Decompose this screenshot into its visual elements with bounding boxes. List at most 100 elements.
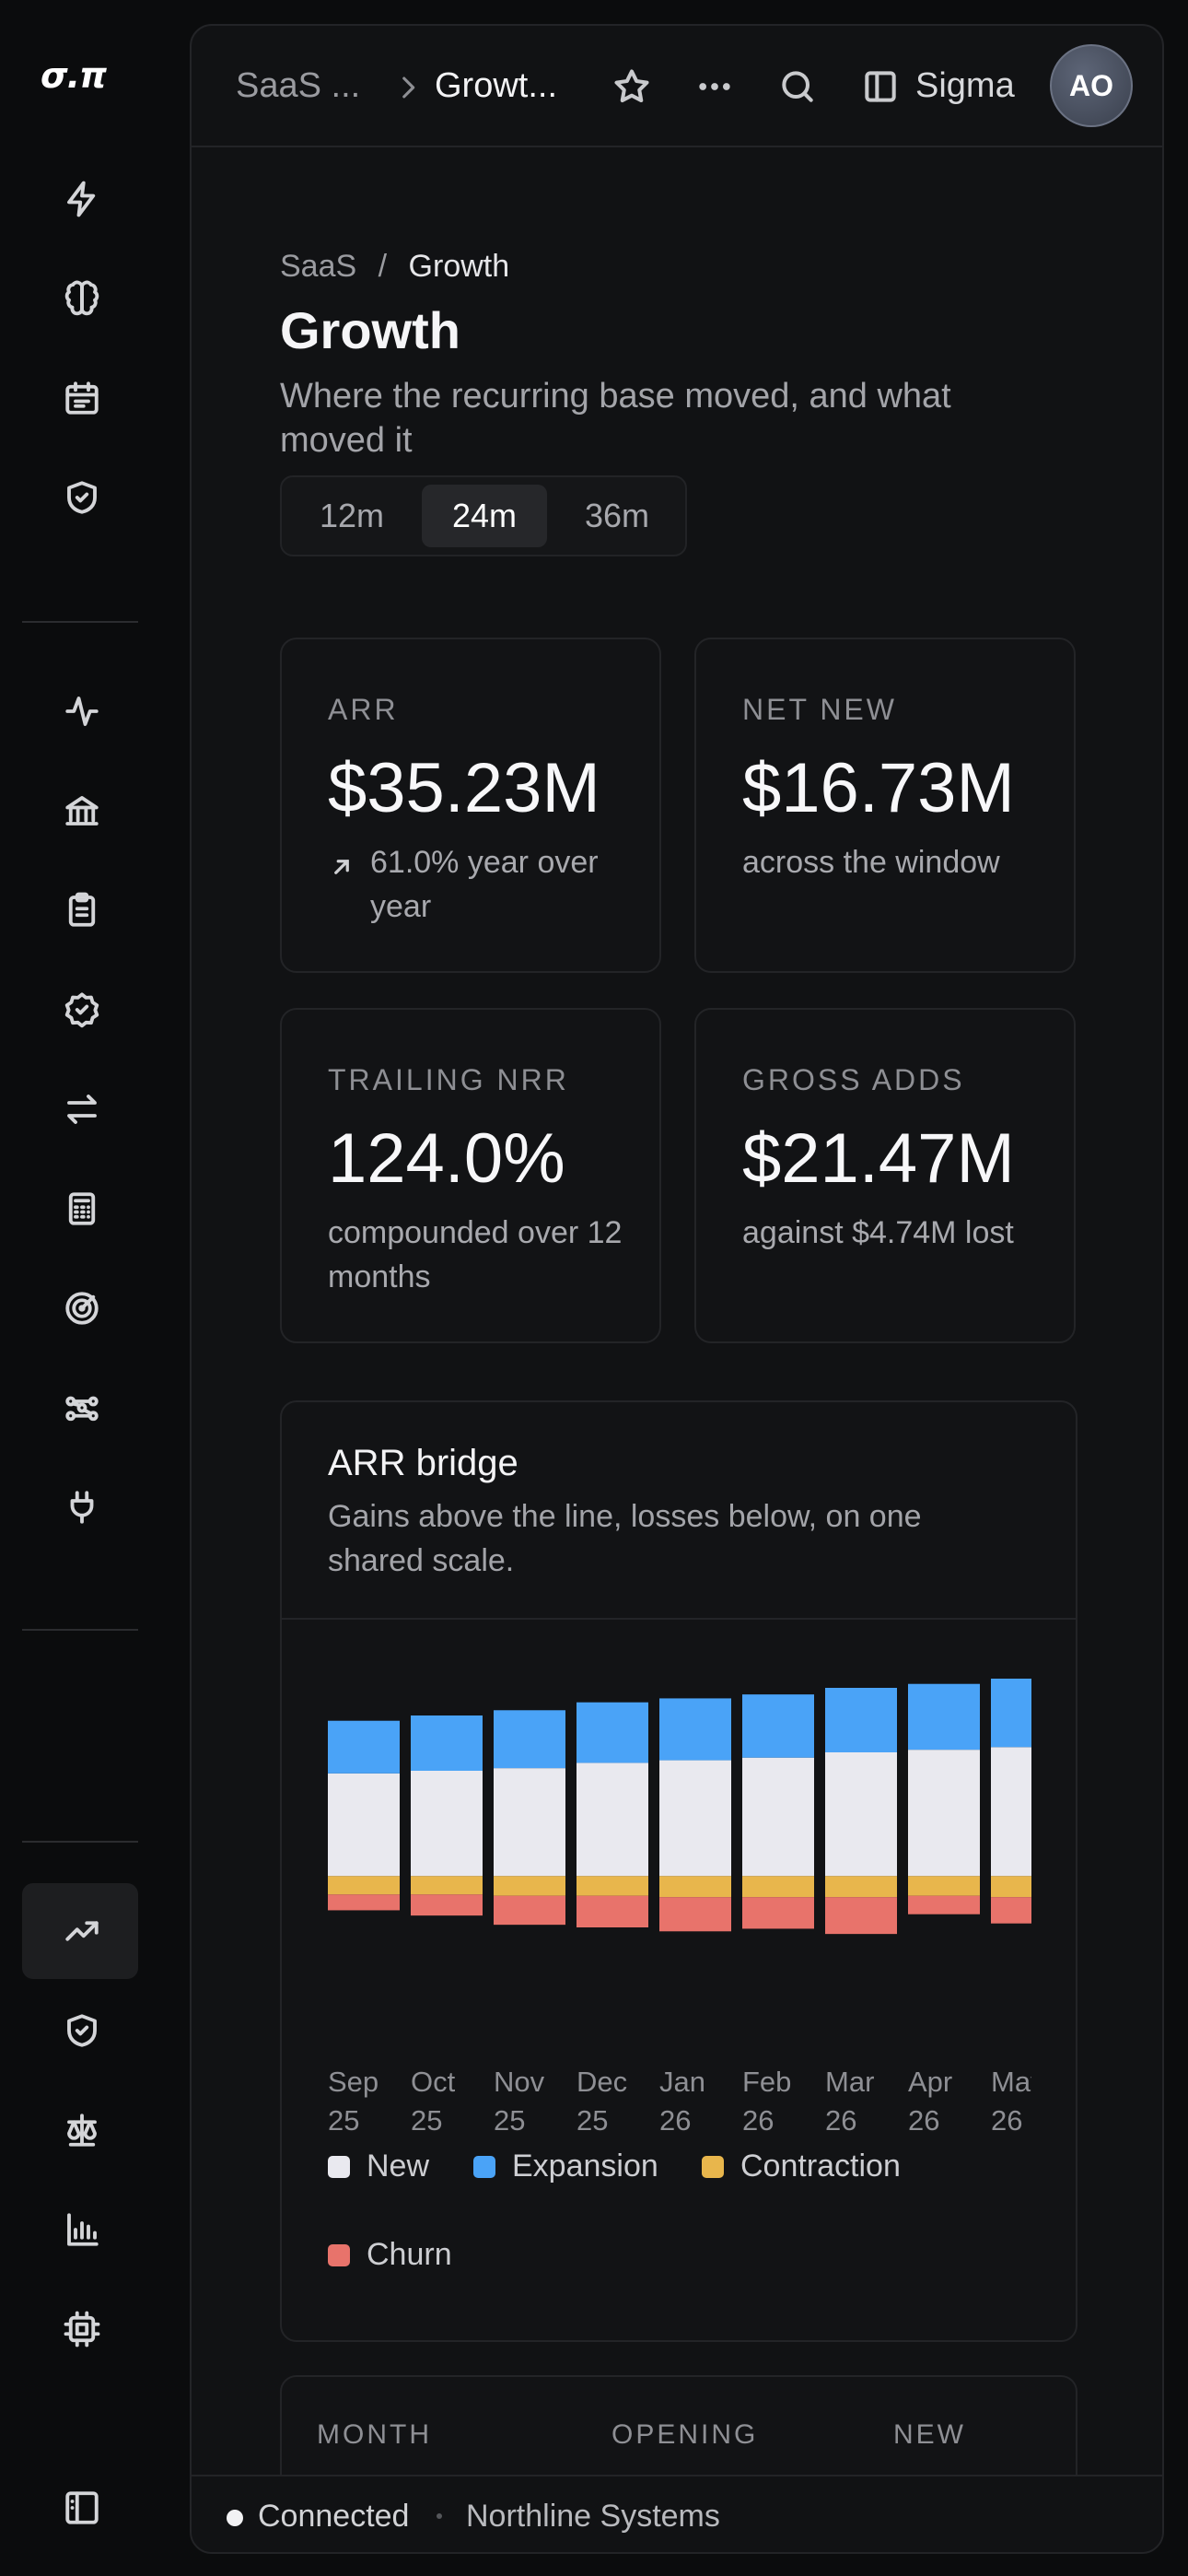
bar-segment-new[interactable] <box>991 1747 1031 1877</box>
x-tick-label: 26 <box>825 2104 856 2137</box>
top-bar: SaaS ... Growt... Sigma AO <box>192 26 1162 147</box>
bar-segment-new[interactable] <box>494 1768 565 1877</box>
rail-shield-check[interactable] <box>22 450 138 545</box>
bar-segment-churn[interactable] <box>577 1895 648 1927</box>
topbar-crumb-current[interactable]: Growt... <box>435 66 558 105</box>
kpi-label: ARR <box>328 693 399 726</box>
bar-segment-churn[interactable] <box>825 1897 897 1935</box>
legend-item-churn[interactable]: Churn <box>328 2237 452 2273</box>
bar-segment-contraction[interactable] <box>494 1876 565 1896</box>
legend-item-new[interactable]: New <box>328 2149 429 2184</box>
bar-segment-contraction[interactable] <box>659 1876 731 1898</box>
rail-growth[interactable] <box>22 1883 138 1979</box>
brain-icon <box>64 280 99 316</box>
bar-segment-new[interactable] <box>411 1771 483 1877</box>
more-button[interactable] <box>694 66 735 107</box>
range-option-36m[interactable]: 36m <box>584 497 650 534</box>
bar-segment-new[interactable] <box>825 1752 897 1877</box>
bar-segment-contraction[interactable] <box>742 1876 814 1898</box>
bar-segment-contraction[interactable] <box>908 1876 980 1896</box>
bar-segment-churn[interactable] <box>411 1894 483 1916</box>
workspace-name[interactable]: Sigma <box>915 66 1015 105</box>
bar-chart-icon <box>67 2213 99 2246</box>
bar-segment-expansion[interactable] <box>328 1720 400 1774</box>
panel-toggle-button[interactable] <box>860 66 901 107</box>
legend-swatch <box>473 2155 495 2178</box>
organization-name[interactable]: Northline Systems <box>466 2499 720 2534</box>
legend-swatch <box>702 2155 724 2178</box>
rail-calculator[interactable] <box>22 1161 138 1257</box>
range-option-24m[interactable]: 24m <box>422 485 547 547</box>
bar-segment-churn[interactable] <box>742 1897 814 1929</box>
rail-bar-chart[interactable] <box>22 2182 138 2277</box>
bar-segment-contraction[interactable] <box>411 1876 483 1895</box>
kpi-note: 61.0% year over year <box>370 845 599 924</box>
bar-segment-new[interactable] <box>577 1762 648 1877</box>
bar-segment-new[interactable] <box>908 1750 980 1877</box>
rail-brain[interactable] <box>22 251 138 346</box>
kpi-label: TRAILING NRR <box>328 1063 569 1096</box>
kpi-note: across the window <box>742 845 1000 880</box>
search-button[interactable] <box>777 66 818 107</box>
bar-segment-expansion[interactable] <box>659 1698 731 1761</box>
app-logo[interactable]: σ.π <box>41 55 107 96</box>
rail-plug[interactable] <box>22 1459 138 1555</box>
rail-sidebar-toggle[interactable] <box>22 2460 138 2556</box>
bar-segment-contraction[interactable] <box>825 1876 897 1898</box>
bar-segment-expansion[interactable] <box>411 1715 483 1771</box>
rail-calendar[interactable] <box>22 350 138 446</box>
rail-badge-check[interactable] <box>22 962 138 1058</box>
bar-segment-expansion[interactable] <box>825 1688 897 1752</box>
kpi-value: 124.0% <box>328 1119 565 1198</box>
rail-target[interactable] <box>22 1260 138 1356</box>
rail-workflow[interactable] <box>22 1360 138 1456</box>
chart-subtitle: Gains above the line, losses below, on o… <box>328 1499 922 1578</box>
legend-item-contraction[interactable]: Contraction <box>702 2149 901 2184</box>
bar-segment-churn[interactable] <box>328 1894 400 1911</box>
bar-segment-contraction[interactable] <box>577 1876 648 1896</box>
x-tick-label: Nov <box>494 2066 545 2098</box>
activity-icon <box>65 697 99 726</box>
badge-check-icon <box>64 992 99 1028</box>
bar-segment-expansion[interactable] <box>577 1702 648 1763</box>
avatar[interactable]: AO <box>1050 44 1133 127</box>
rail-chip[interactable] <box>22 2281 138 2377</box>
bar-segment-new[interactable] <box>659 1760 731 1877</box>
separator-dot <box>437 2513 442 2519</box>
target-icon <box>65 1292 99 1325</box>
rail-bank[interactable] <box>22 763 138 859</box>
bar-segment-churn[interactable] <box>659 1897 731 1932</box>
range-option-12m[interactable]: 12m <box>319 497 385 534</box>
x-tick-label: 25 <box>411 2104 442 2137</box>
legend-item-expansion[interactable]: Expansion <box>473 2149 658 2184</box>
bar-segment-expansion[interactable] <box>908 1683 980 1751</box>
rail-bolt[interactable] <box>22 151 138 247</box>
bar-segment-expansion[interactable] <box>494 1710 565 1769</box>
bar-segment-churn[interactable] <box>908 1895 980 1914</box>
topbar-crumb-parent[interactable]: SaaS ... <box>236 66 361 105</box>
sidebar-toggle-icon <box>65 2491 99 2524</box>
bar-segment-contraction[interactable] <box>991 1876 1031 1898</box>
rail-shield[interactable] <box>22 1983 138 2078</box>
column-header-opening[interactable]: OPENING <box>611 2419 759 2450</box>
scales-icon <box>67 2113 97 2147</box>
bar-segment-churn[interactable] <box>991 1897 1031 1924</box>
bar-segment-new[interactable] <box>328 1773 400 1877</box>
bar-segment-expansion[interactable] <box>991 1679 1031 1748</box>
rail-clipboard[interactable] <box>22 862 138 958</box>
page-title: Growth <box>280 301 460 359</box>
bar-segment-new[interactable] <box>742 1757 814 1877</box>
bar-segment-expansion[interactable] <box>742 1694 814 1758</box>
rail-scales[interactable] <box>22 2082 138 2178</box>
x-tick-label: Jan <box>659 2066 705 2098</box>
column-header-new[interactable]: NEW <box>893 2419 966 2450</box>
bar-segment-contraction[interactable] <box>328 1876 400 1895</box>
bar-segment-churn[interactable] <box>494 1895 565 1926</box>
rail-activity[interactable] <box>22 663 138 759</box>
favorite-button[interactable] <box>611 66 652 107</box>
breadcrumb-parent[interactable]: SaaS <box>280 249 357 284</box>
rail-arrows-swap[interactable] <box>22 1061 138 1157</box>
column-header-month[interactable]: MONTH <box>317 2419 432 2450</box>
legend-label: Churn <box>367 2237 452 2272</box>
calendar-icon <box>65 381 99 415</box>
